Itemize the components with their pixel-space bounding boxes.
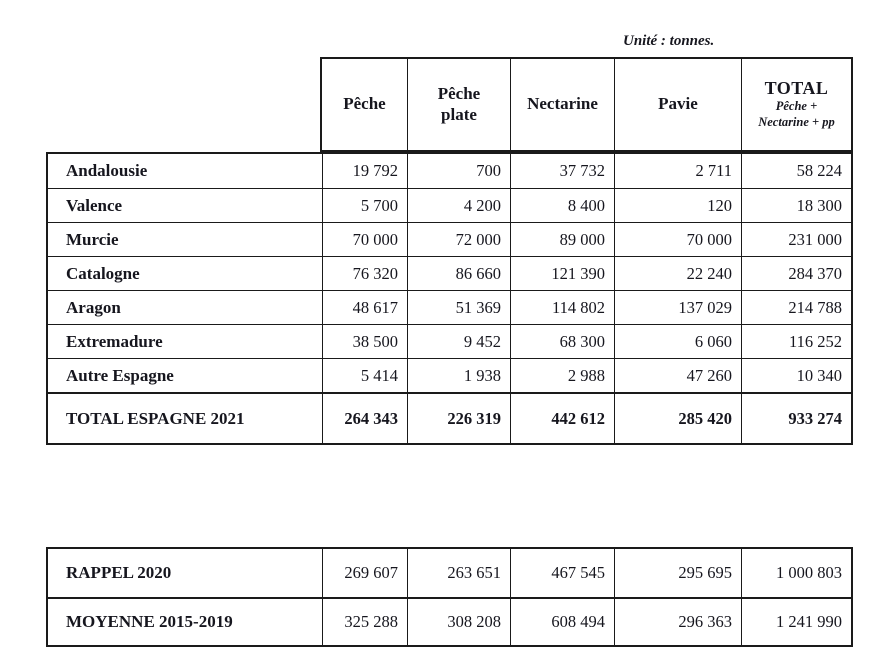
region-label: Catalogne: [66, 263, 140, 283]
value-cell: 700: [407, 154, 510, 188]
value-cell: 1 938: [407, 359, 510, 392]
total-row-label: TOTAL ESPAGNE 2021: [66, 408, 245, 428]
table-row-murcie: Murcie 70 000 72 000 89 000 70 000 231 0…: [48, 222, 851, 256]
region-label: Aragon: [66, 297, 121, 317]
unit-label: Unité : tonnes.: [623, 33, 715, 49]
table-row-moyenne-2015-2019: MOYENNE 2015-2019 325 288 308 208 608 49…: [48, 597, 851, 645]
value-cell: 9 452: [407, 325, 510, 358]
column-header-pavie: Pavie: [614, 59, 741, 150]
value-cell: 137 029: [614, 291, 741, 324]
value-cell: 76 320: [322, 257, 407, 290]
value-cell: 2 711: [614, 154, 741, 188]
value-cell: 4 200: [407, 189, 510, 222]
value-cell: 58 224: [741, 154, 851, 188]
value-cell: 38 500: [322, 325, 407, 358]
recap-row-label: MOYENNE 2015-2019: [66, 612, 233, 631]
value-cell: 114 802: [510, 291, 614, 324]
value-cell: 70 000: [322, 223, 407, 256]
value-cell: 47 260: [614, 359, 741, 392]
value-cell: 263 651: [407, 549, 510, 597]
value-cell: 51 369: [407, 291, 510, 324]
value-cell: 295 695: [614, 549, 741, 597]
total-header-subtitle-line2: Nectarine + pp: [758, 115, 835, 130]
region-label: Autre Espagne: [66, 365, 174, 385]
production-table: Andalousie 19 792 700 37 732 2 711 58 22…: [46, 152, 853, 445]
value-cell: 116 252: [741, 325, 851, 358]
value-cell: 72 000: [407, 223, 510, 256]
value-cell: 442 612: [510, 394, 614, 443]
recap-table: RAPPEL 2020 269 607 263 651 467 545 295 …: [46, 547, 853, 647]
table-row-andalousie: Andalousie 19 792 700 37 732 2 711 58 22…: [48, 154, 851, 188]
value-cell: 68 300: [510, 325, 614, 358]
value-cell: 325 288: [322, 599, 407, 645]
value-cell: 86 660: [407, 257, 510, 290]
value-cell: 18 300: [741, 189, 851, 222]
table-row-autre-espagne: Autre Espagne 5 414 1 938 2 988 47 260 1…: [48, 358, 851, 392]
value-cell: 48 617: [322, 291, 407, 324]
table-row-catalogne: Catalogne 76 320 86 660 121 390 22 240 2…: [48, 256, 851, 290]
value-cell: 308 208: [407, 599, 510, 645]
total-header-title: TOTAL: [764, 78, 829, 99]
value-cell: 70 000: [614, 223, 741, 256]
table-row-extremadure: Extremadure 38 500 9 452 68 300 6 060 11…: [48, 324, 851, 358]
value-cell: 269 607: [322, 549, 407, 597]
value-cell: 120: [614, 189, 741, 222]
region-label: Extremadure: [66, 331, 163, 351]
value-cell: 284 370: [741, 257, 851, 290]
value-cell: 22 240: [614, 257, 741, 290]
value-cell: 37 732: [510, 154, 614, 188]
column-header-peche-plate: Pêche plate: [407, 59, 510, 150]
table-row-rappel-2020: RAPPEL 2020 269 607 263 651 467 545 295 …: [48, 549, 851, 597]
region-label: Andalousie: [66, 161, 148, 180]
value-cell: 121 390: [510, 257, 614, 290]
value-cell: 5 700: [322, 189, 407, 222]
value-cell: 608 494: [510, 599, 614, 645]
value-cell: 231 000: [741, 223, 851, 256]
production-table-header: Pêche Pêche plate Nectarine Pavie TOTAL …: [320, 57, 853, 152]
value-cell: 5 414: [322, 359, 407, 392]
value-cell: 226 319: [407, 394, 510, 443]
table-row-aragon: Aragon 48 617 51 369 114 802 137 029 214…: [48, 290, 851, 324]
region-label: Valence: [66, 195, 123, 215]
total-header-subtitle-line1: Pêche +: [775, 99, 818, 114]
value-cell: 6 060: [614, 325, 741, 358]
recap-row-label: RAPPEL 2020: [66, 563, 172, 582]
value-cell: 8 400: [510, 189, 614, 222]
value-cell: 2 988: [510, 359, 614, 392]
value-cell: 285 420: [614, 394, 741, 443]
value-cell: 1 241 990: [741, 599, 851, 645]
column-header-peche: Pêche: [343, 94, 386, 114]
value-cell: 19 792: [322, 154, 407, 188]
value-cell: 214 788: [741, 291, 851, 324]
value-cell: 467 545: [510, 549, 614, 597]
value-cell: 89 000: [510, 223, 614, 256]
column-header-nectarine: Nectarine: [510, 59, 614, 150]
value-cell: 1 000 803: [741, 549, 851, 597]
column-header-total: TOTAL Pêche + Nectarine + pp: [741, 59, 851, 150]
value-cell: 10 340: [741, 359, 851, 392]
table-row-total-espagne: TOTAL ESPAGNE 2021 264 343 226 319 442 6…: [48, 392, 851, 443]
value-cell: 264 343: [322, 394, 407, 443]
region-label: Murcie: [66, 229, 119, 249]
value-cell: 933 274: [741, 394, 851, 443]
table-row-valence: Valence 5 700 4 200 8 400 120 18 300: [48, 188, 851, 222]
value-cell: 296 363: [614, 599, 741, 645]
